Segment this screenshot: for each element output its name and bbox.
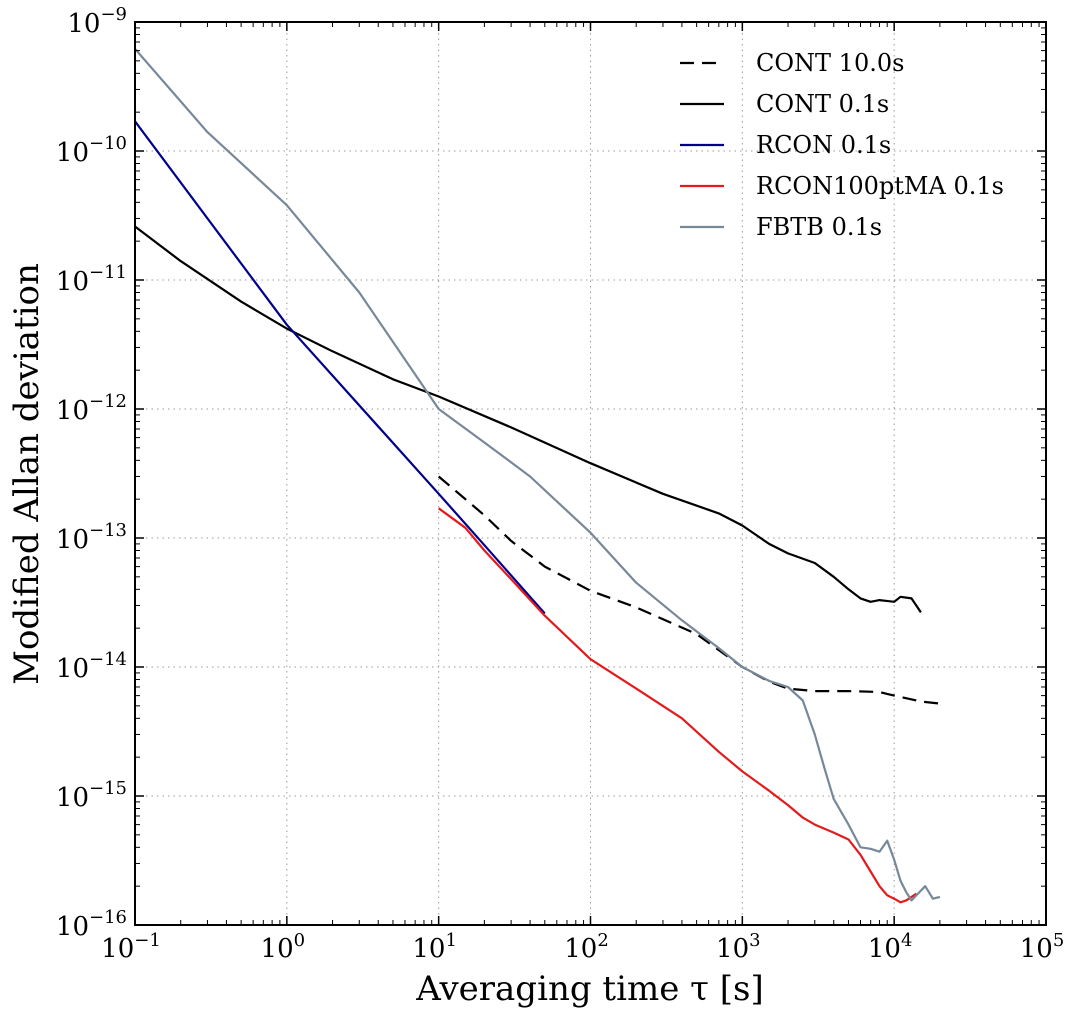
x-tick-label: 10−1 (101, 930, 161, 964)
y-tick-label: 10−16 (56, 907, 127, 942)
y-tick-label: 10−9 (67, 4, 127, 39)
grid (135, 22, 1046, 925)
y-tick-label: 10−14 (56, 649, 127, 684)
series-line-4 (438, 507, 918, 904)
y-axis-label: Modified Allan deviation (7, 263, 47, 685)
y-tick-label: 10−12 (56, 391, 127, 426)
x-tick-label: 102 (564, 930, 609, 964)
x-tick-label: 101 (412, 930, 457, 964)
y-tick-label: 10−13 (56, 520, 127, 555)
series-line-3 (135, 120, 546, 615)
y-tick-label: 10−15 (56, 778, 127, 813)
series-lines (135, 48, 941, 904)
y-tick-labels: 10−16 10−15 10−14 10−13 10−12 10−11 10−10 10−9 (56, 4, 127, 942)
legend: CONT 10.0s CONT 0.1s RCON 0.1s RCON100ptMA … (680, 49, 1004, 241)
x-axis-label: Averaging time τ [s] (415, 969, 763, 1009)
x-tick-labels: 10−1 100 101 102 103 104 105 (101, 930, 1064, 964)
legend-label: RCON 0.1s (756, 131, 891, 159)
legend-label: CONT 0.1s (756, 90, 889, 118)
legend-label: FBTB 0.1s (756, 213, 882, 241)
x-tick-label: 105 (1020, 930, 1065, 964)
x-tick-label: 104 (868, 930, 913, 964)
series-line-5 (135, 48, 941, 902)
series-line-2 (135, 225, 922, 614)
x-tick-label: 103 (716, 930, 761, 964)
legend-label: RCON100ptMA 0.1s (756, 172, 1004, 200)
y-tick-label: 10−11 (56, 262, 127, 297)
legend-label: CONT 10.0s (756, 49, 904, 77)
plot-frame (134, 21, 1047, 926)
y-tick-label: 10−10 (56, 133, 127, 168)
x-tick-label: 100 (261, 930, 306, 964)
